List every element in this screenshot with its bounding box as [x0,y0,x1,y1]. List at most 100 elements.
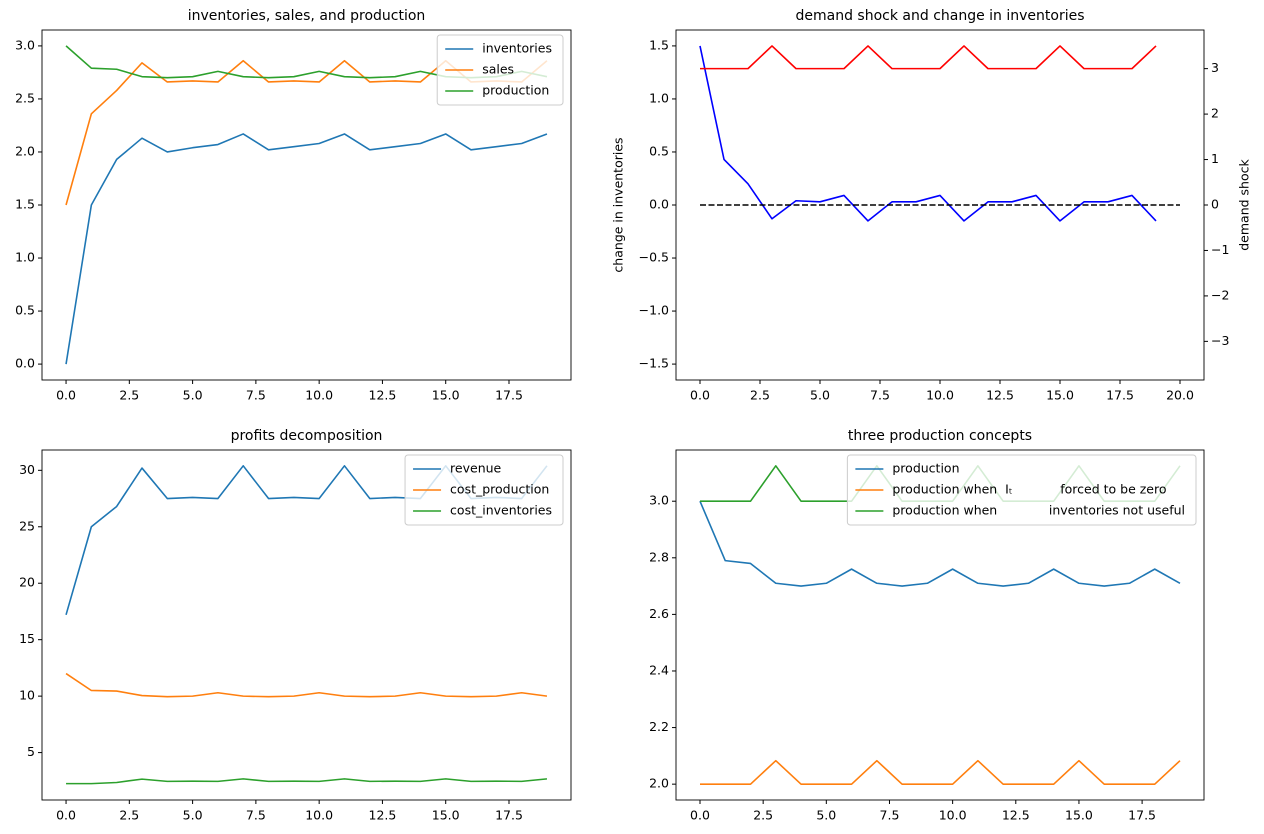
y-tick-label: 15 [19,631,35,646]
y-tick-label: 0.0 [15,356,35,371]
y-tick-label: 2.5 [15,90,35,105]
y-tick-label: 1.0 [649,90,669,105]
legend-label: production [482,83,549,98]
x-tick-label: 17.5 [1128,808,1156,823]
y-tick-label: 3.0 [649,493,669,508]
y2-tick-label: −2 [1211,287,1229,302]
legend-box [846,454,1197,526]
x-tick-label: 12.5 [369,388,397,403]
series-line [65,672,548,698]
x-tick-label: 7.5 [870,388,890,403]
legend-label: cost_production [450,482,549,497]
y-axis-label: change in inventories [611,137,626,272]
axes-frame [41,29,572,381]
series-line [700,45,1157,70]
legend-label: production [892,461,959,476]
y-tick-label: 10 [19,688,35,703]
x-tick-label: 15.0 [432,388,460,403]
x-tick-label: 12.5 [986,388,1014,403]
y-tick-label: 30 [19,462,35,477]
x-tick-label: 5.0 [816,808,836,823]
y-tick-label: 0.5 [15,303,35,318]
axes-frame [675,29,1205,381]
subplot: profits decomposition 0.0 2.5 5.0 7.5 10.0 12.… [19,428,572,823]
legend: revenue cost_production cost_inventories [404,454,564,526]
legend-box [404,454,564,526]
legend-label: production when inventories not useful [892,503,1185,518]
y-tick-label: 1.5 [15,197,35,212]
x-tick-label: 0.0 [690,808,710,823]
y-tick-label: 1.5 [649,37,669,52]
y-tick-label: 20 [19,575,35,590]
x-tick-label: 2.5 [750,388,770,403]
legend-label: sales [482,62,514,77]
y-tick-label: −0.5 [639,250,669,265]
legend-label: cost_inventories [450,503,552,518]
y-tick-label: 3.0 [15,37,35,52]
y2-tick-label: 2 [1211,106,1219,121]
legend-label: production when Iₜ forced to be zero [892,482,1166,497]
x-tick-label: 12.5 [1002,808,1030,823]
y-tick-label: 2.0 [649,776,669,791]
x-tick-label: 10.0 [305,808,333,823]
x-tick-label: 7.5 [246,808,266,823]
y-tick-label: 25 [19,518,35,533]
chart-title: inventories, sales, and production [188,8,426,24]
y-tick-label: −1.5 [639,356,669,371]
y2-tick-label: 3 [1211,60,1219,75]
legend: inventories sales production [436,34,564,106]
y-tick-label: −1.0 [639,303,669,318]
y-tick-label: 2.8 [649,549,669,564]
x-tick-label: 10.0 [305,388,333,403]
x-tick-label: 15.0 [1046,388,1074,403]
series-line [700,759,1181,785]
subplot: demand shock and change in inventories 0.… [611,8,1252,403]
x-tick-label: 20.0 [1166,388,1194,403]
subplot: three production concepts 0.0 2.5 5.0 7.5 10.… [649,428,1205,823]
x-tick-label: 0.0 [690,388,710,403]
y-tick-label: 0.0 [649,197,669,212]
y2-axis-label: demand shock [1237,159,1252,251]
x-tick-label: 5.0 [810,388,830,403]
x-tick-label: 12.5 [369,808,397,823]
y-tick-label: 1.0 [15,250,35,265]
y-tick-label: 5 [27,744,35,759]
x-tick-label: 2.5 [119,808,139,823]
chart-title: three production concepts [848,428,1032,444]
legend: production production when Iₜ forced to b… [846,454,1197,526]
y-tick-label: 2.0 [15,143,35,158]
y2-tick-label: 0 [1211,197,1219,212]
x-tick-label: 15.0 [432,808,460,823]
y-tick-label: 2.2 [649,719,669,734]
legend-label: revenue [450,461,501,476]
y-tick-label: 2.6 [649,606,669,621]
x-tick-label: 7.5 [880,808,900,823]
legend-box [436,34,564,106]
x-tick-label: 7.5 [246,388,266,403]
series-line [66,778,548,785]
series-line [699,45,1157,222]
x-tick-label: 2.5 [753,808,773,823]
y-tick-label: 2.4 [649,662,669,677]
x-tick-label: 10.0 [926,388,954,403]
x-tick-label: 0.0 [56,388,76,403]
y2-tick-label: −3 [1211,333,1229,348]
y2-tick-label: 1 [1211,151,1219,166]
x-tick-label: 5.0 [183,808,203,823]
axes-frame [41,449,572,801]
x-tick-label: 17.5 [1106,388,1134,403]
x-tick-label: 17.5 [495,808,523,823]
x-tick-label: 15.0 [1065,808,1093,823]
legend-label: inventories [482,41,552,56]
chart-title: demand shock and change in inventories [795,8,1084,24]
subplot: inventories, sales, and production 0.0 2.5… [15,8,572,403]
x-tick-label: 5.0 [183,388,203,403]
y-tick-label: 0.5 [649,143,669,158]
series-line [699,500,1181,587]
x-tick-label: 0.0 [56,808,76,823]
chart-title: profits decomposition [231,428,383,444]
series-line [65,133,548,365]
x-tick-label: 17.5 [495,388,523,403]
axes-frame [675,449,1205,801]
